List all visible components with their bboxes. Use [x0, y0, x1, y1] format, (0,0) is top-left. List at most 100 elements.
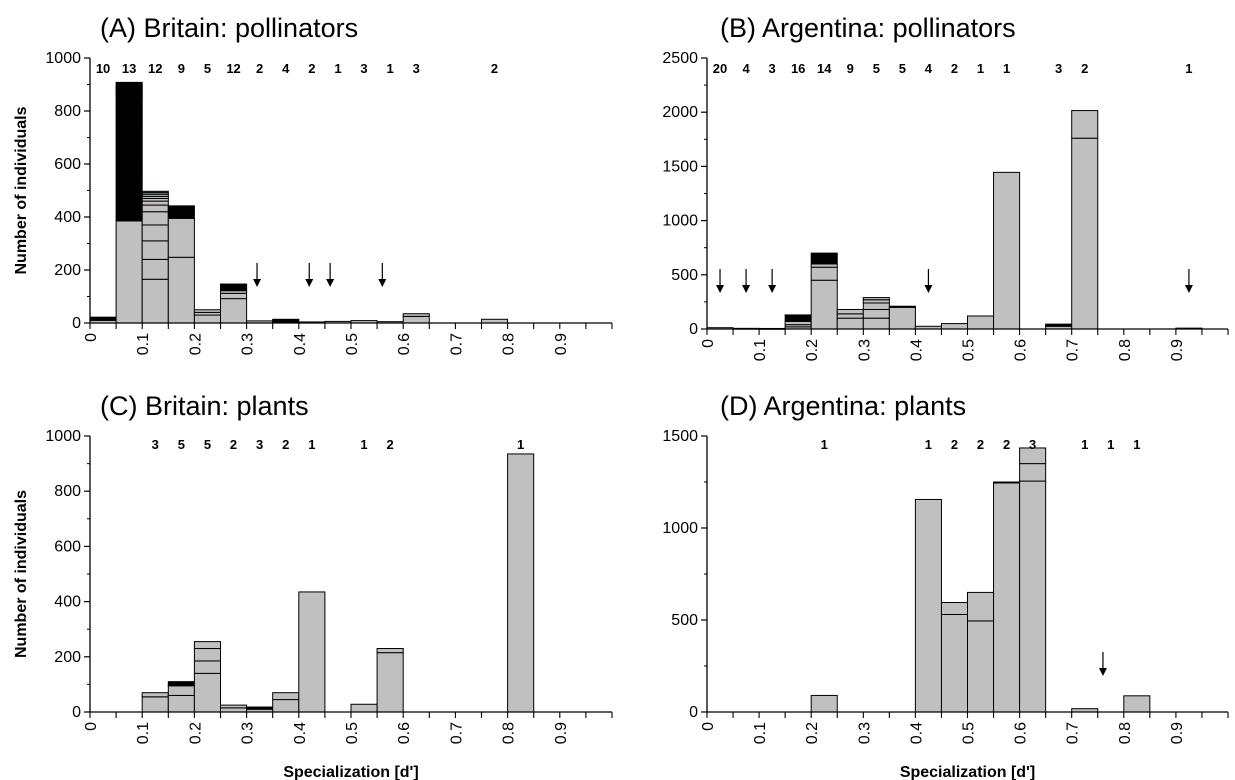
x-tick-label: 0.5 — [344, 722, 361, 744]
x-tick-label: 0.2 — [804, 722, 821, 744]
x-tick-label: 0.2 — [804, 339, 821, 361]
bin-count-label: 20 — [713, 61, 727, 76]
x-tick-label: 0.8 — [1117, 722, 1134, 744]
bin-count-label: 14 — [817, 61, 832, 76]
bin-count-label: 3 — [256, 437, 263, 452]
x-tick-label: 0.4 — [292, 722, 309, 744]
bar-segment — [90, 317, 116, 320]
y-tick-label: 1000 — [45, 50, 81, 67]
bar-segment — [116, 106, 142, 113]
bin-count-label: 4 — [282, 61, 290, 76]
bar-segment — [1072, 111, 1098, 139]
bin-count-label: 2 — [282, 437, 289, 452]
bar-segment — [142, 279, 168, 323]
bin-count-label: 1 — [977, 61, 984, 76]
bar-segment — [1020, 464, 1046, 481]
bar-segment — [968, 316, 994, 329]
bar-segment — [247, 707, 273, 709]
bar-segment — [194, 661, 220, 673]
y-tick-label: 1000 — [45, 428, 81, 445]
x-tick-label: 0.4 — [292, 333, 309, 355]
bar-segment — [915, 499, 941, 712]
bar-segment — [221, 284, 247, 285]
bar-segment — [273, 693, 299, 700]
bar-segment — [142, 201, 168, 205]
y-tick-label: 0 — [689, 321, 698, 338]
arrow-head — [1099, 668, 1107, 676]
bar-segment — [994, 483, 1020, 712]
x-tick-label: 0.7 — [448, 333, 465, 355]
bin-count-label: 16 — [791, 61, 805, 76]
bin-count-label: 5 — [178, 437, 185, 452]
y-tick-label: 200 — [54, 649, 81, 666]
bin-count-label: 3 — [1055, 61, 1062, 76]
x-tick-label: 0.7 — [1065, 722, 1082, 744]
bar-segment — [116, 112, 142, 127]
x-tick-label: 0 — [83, 333, 100, 342]
bin-count-label: 1 — [334, 61, 341, 76]
x-tick-label: 0 — [700, 339, 717, 348]
x-tick-label: 0.6 — [396, 722, 413, 744]
arrow-head — [768, 285, 776, 293]
bin-count-label: 2 — [1003, 437, 1010, 452]
y-tick-label: 400 — [54, 209, 81, 226]
bar-segment — [142, 225, 168, 241]
bar-segment — [142, 212, 168, 225]
bin-count-label: 1 — [308, 437, 315, 452]
x-tick-label: 0.9 — [553, 722, 570, 744]
x-tick-label: 0.8 — [501, 333, 518, 355]
x-tick-label: 0.6 — [1013, 722, 1030, 744]
x-tick-label: 0.5 — [961, 722, 978, 744]
bin-count-label: 10 — [96, 61, 110, 76]
bin-count-label: 2 — [256, 61, 263, 76]
bin-count-label: 4 — [742, 61, 750, 76]
bar-segment — [863, 298, 889, 300]
y-tick-label: 0 — [72, 704, 81, 721]
bin-count-label: 12 — [148, 61, 162, 76]
x-tick-label: 0.1 — [752, 339, 769, 361]
arrow-head — [326, 279, 334, 287]
x-tick-label: 0.5 — [961, 339, 978, 361]
bar-segment — [168, 206, 194, 210]
bar-segment — [811, 280, 837, 329]
y-tick-label: 1500 — [662, 428, 698, 445]
arrow-head — [253, 279, 261, 287]
bar-segment — [168, 695, 194, 712]
y-tick-label: 500 — [671, 612, 698, 629]
y-tick-label: 800 — [54, 483, 81, 500]
bin-count-label: 2 — [951, 61, 958, 76]
y-tick-label: 500 — [671, 267, 698, 284]
bar-segment — [1072, 138, 1098, 329]
bar-segment — [194, 642, 220, 649]
bar-segment — [785, 315, 811, 322]
x-tick-label: 0.9 — [1169, 339, 1186, 361]
bar-segment — [968, 592, 994, 621]
bar-segment — [142, 205, 168, 212]
x-tick-label: 0.5 — [344, 333, 361, 355]
bar-segment — [811, 267, 837, 280]
y-tick-label: 200 — [54, 262, 81, 279]
y-tick-label: 800 — [54, 103, 81, 120]
bar-segment — [837, 314, 863, 318]
bin-count-label: 2 — [977, 437, 984, 452]
bar-segment — [811, 253, 837, 264]
y-axis-label: Number of individuals — [13, 106, 30, 274]
x-tick-label: 0 — [83, 722, 100, 731]
bin-count-label: 1 — [821, 437, 828, 452]
y-tick-label: 1000 — [662, 520, 698, 537]
x-tick-label: 0.9 — [1169, 722, 1186, 744]
bar-segment — [863, 303, 889, 310]
x-tick-label: 0.3 — [240, 722, 257, 744]
bin-count-label: 5 — [204, 61, 211, 76]
bin-count-label: 1 — [1003, 61, 1010, 76]
x-tick-label: 0.6 — [396, 333, 413, 355]
x-tick-label: 0.4 — [908, 339, 925, 361]
x-tick-label: 0.1 — [752, 722, 769, 744]
bar-segment — [142, 191, 168, 192]
arrow-head — [1185, 285, 1193, 293]
bin-count-label: 5 — [873, 61, 880, 76]
bar-segment — [889, 306, 915, 307]
bar-segment — [863, 309, 889, 318]
bar-segment — [351, 704, 377, 712]
bar-segment — [116, 127, 142, 168]
